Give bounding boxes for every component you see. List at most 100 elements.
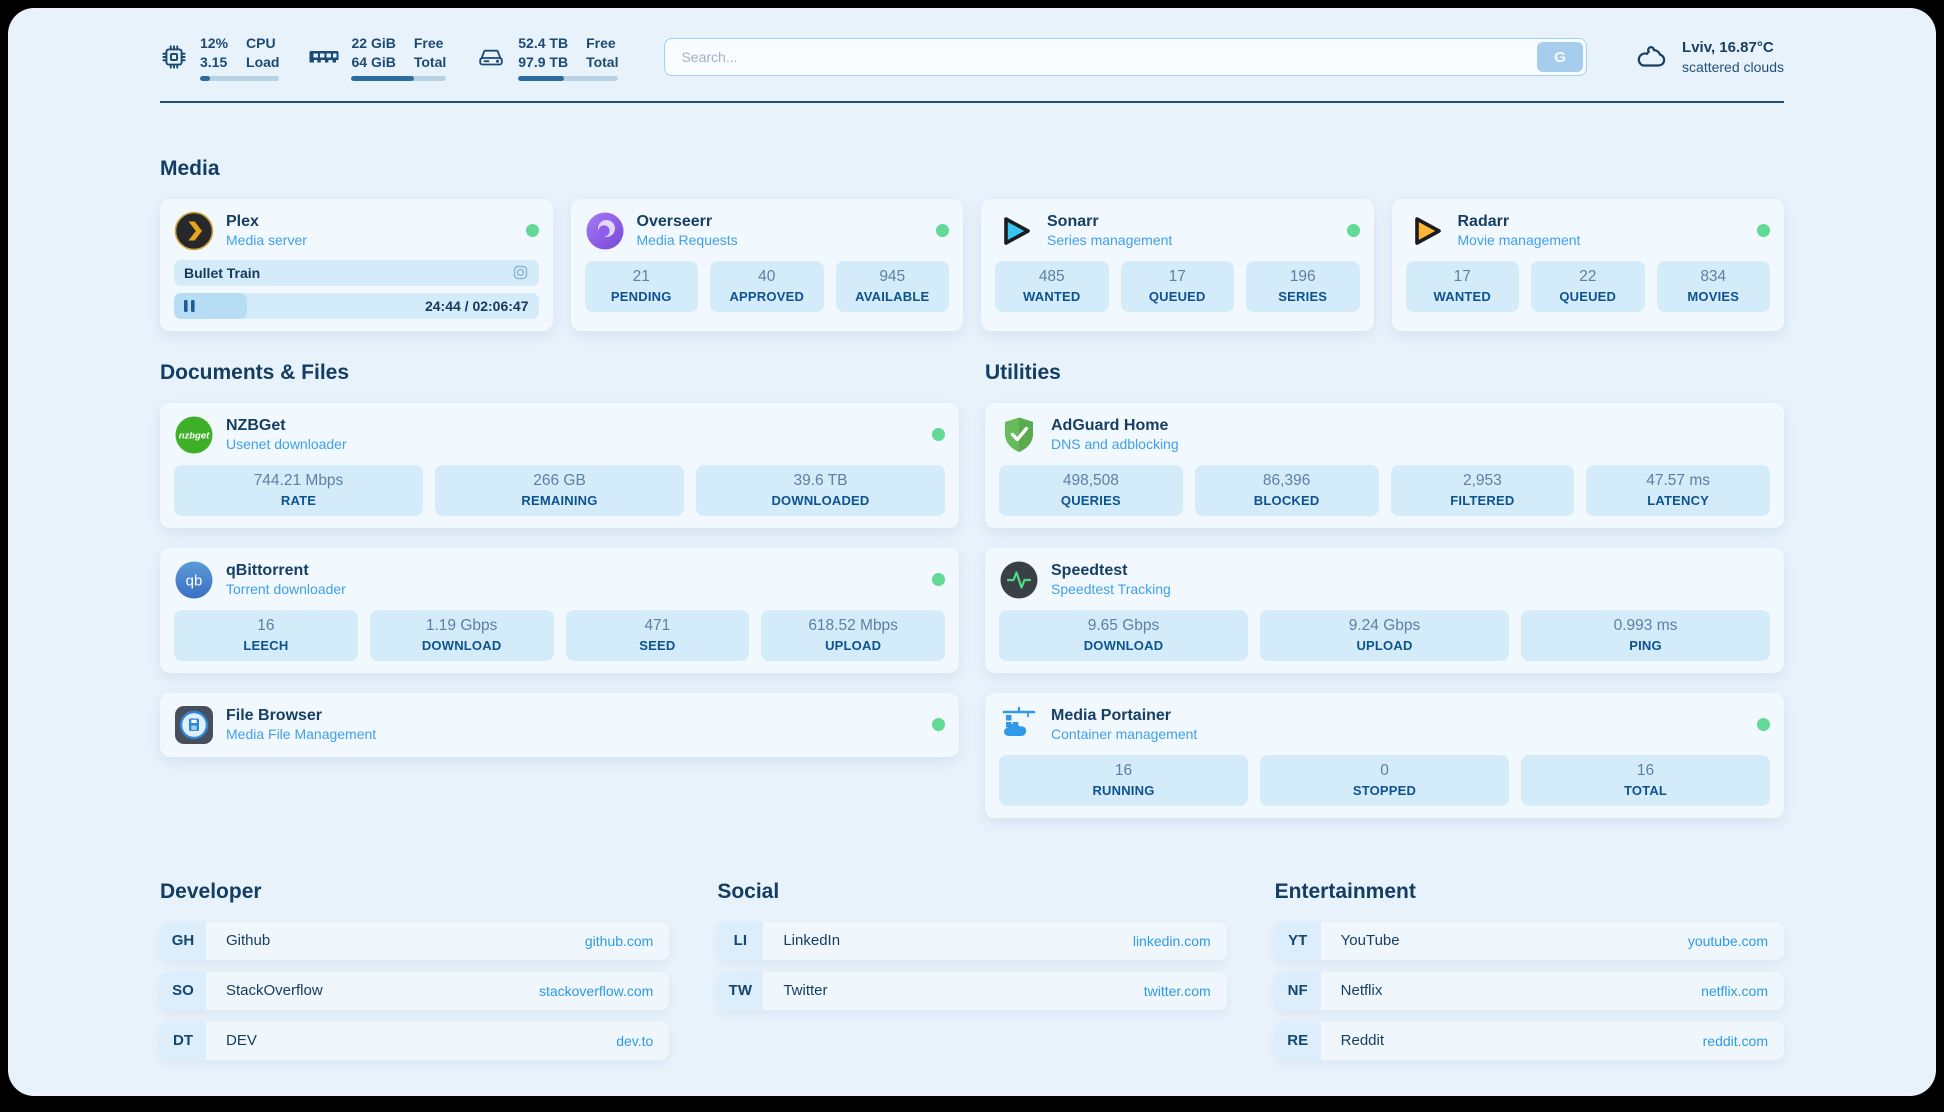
link-abbr: TW: [717, 971, 764, 1010]
stat-box: 1.19 Gbps DOWNLOAD: [369, 609, 554, 661]
stat-box: 498,508 QUERIES: [999, 464, 1183, 516]
section-title-social: Social: [717, 879, 780, 903]
link-name: YouTube: [1340, 932, 1400, 950]
section-media: Media Plex Media server: [160, 157, 1784, 331]
stat-box: 0 STOPPED: [1260, 754, 1509, 806]
stat-box: 834 MOVIES: [1656, 260, 1770, 312]
link-abbr: LI: [717, 921, 764, 960]
stat-box: 21 PENDING: [584, 260, 698, 312]
link-name: StackOverflow: [226, 982, 323, 1000]
app-name: File Browser: [226, 706, 323, 724]
stat-box: 16 LEECH: [174, 609, 358, 661]
card-qbittorrent[interactable]: qb qBittorrent Torrent downloader 16 LEE…: [160, 547, 959, 673]
svg-text:qb: qb: [186, 572, 203, 589]
svg-text:nzbget: nzbget: [179, 430, 210, 441]
ram-labels: Free Total: [413, 35, 447, 70]
card-radarr[interactable]: Radarr Movie management 17 WANTED 22 QUE…: [1391, 198, 1784, 331]
link-abbr: NF: [1274, 971, 1321, 1010]
card-overseerr[interactable]: Overseerr Media Requests 21 PENDING 40 A…: [570, 198, 963, 331]
disk-total: 97.9 TB: [518, 53, 569, 70]
app-name: qBittorrent: [226, 561, 309, 579]
ram-total: 64 GiB: [351, 53, 396, 70]
stat-box: 16 RUNNING: [999, 754, 1248, 806]
link-abbr: SO: [160, 971, 206, 1010]
stat-box: 39.6 TB DOWNLOADED: [696, 464, 945, 516]
link-row-github[interactable]: GH Github github.com: [160, 921, 670, 960]
playback-time: 24:44 / 02:06:47: [424, 297, 529, 314]
link-row-linkedin[interactable]: LI LinkedIn linkedin.com: [717, 921, 1227, 960]
stat-box: 471 SEED: [565, 609, 750, 661]
stat-box: 16 TOTAL: [1521, 754, 1770, 806]
stat-box: 266 GB REMAINING: [435, 464, 684, 516]
cpu-values: 12% 3.15: [200, 34, 228, 72]
link-url: github.com: [584, 932, 654, 949]
cloud-icon: [1633, 42, 1669, 72]
status-dot: [932, 573, 945, 587]
section-utilities: Utilities AdGuard Home: [985, 361, 1784, 818]
app-subtitle: DNS and adblocking: [1051, 436, 1179, 453]
filebrowser-icon: [174, 705, 214, 745]
card-speedtest[interactable]: Speedtest Speedtest Tracking 9.65 Gbps D…: [985, 547, 1784, 673]
now-playing-title: Bullet Train: [184, 264, 261, 281]
link-row-twitter[interactable]: TW Twitter twitter.com: [717, 971, 1227, 1010]
app-name: Speedtest: [1051, 561, 1128, 579]
link-abbr: DT: [160, 1021, 206, 1060]
app-name: Overseerr: [636, 212, 713, 230]
stat-box: 196 SERIES: [1246, 260, 1360, 312]
link-url: linkedin.com: [1132, 932, 1211, 949]
link-abbr: RE: [1274, 1021, 1321, 1060]
pause-icon[interactable]: [184, 299, 195, 312]
link-abbr: YT: [1274, 921, 1321, 960]
ram-values: 22 GiB 64 GiB: [351, 34, 395, 72]
status-dot: [1346, 224, 1360, 238]
search-input[interactable]: [664, 38, 1588, 77]
link-row-stackoverflow[interactable]: SO StackOverflow stackoverflow.com: [160, 971, 670, 1010]
stat-box: 22 QUEUED: [1531, 260, 1645, 312]
card-sonarr[interactable]: Sonarr Series management 485 WANTED 17 Q…: [981, 198, 1374, 331]
qbittorrent-icon: qb: [174, 560, 214, 600]
card-nzbget[interactable]: nzbget NZBGet Usenet downloader 744.21 M…: [160, 402, 959, 528]
plex-icon: [174, 211, 214, 251]
cpu-labels: CPU Load: [246, 35, 280, 70]
link-row-netflix[interactable]: NF Netflix netflix.com: [1274, 971, 1784, 1010]
weather-condition: scattered clouds: [1682, 59, 1784, 76]
card-filebrowser[interactable]: File Browser Media File Management: [160, 692, 959, 757]
ram-icon: [309, 43, 339, 71]
card-adguard[interactable]: AdGuard Home DNS and adblocking 498,508 …: [985, 402, 1784, 528]
ram-progressbar: [351, 75, 447, 81]
card-plex[interactable]: Plex Media server Bullet Train: [160, 198, 553, 331]
disk-values: 52.4 TB 97.9 TB: [518, 34, 568, 72]
nzbget-icon: nzbget: [174, 415, 214, 455]
link-url: twitter.com: [1143, 982, 1211, 999]
camera-lens-icon[interactable]: [512, 264, 529, 281]
link-row-youtube[interactable]: YT YouTube youtube.com: [1274, 921, 1784, 960]
weather-location: Lviv, 16.87°C: [1682, 39, 1774, 57]
link-name: DEV: [226, 1032, 257, 1050]
link-name: LinkedIn: [783, 932, 841, 950]
app-subtitle: Speedtest Tracking: [1051, 581, 1171, 598]
link-row-dev[interactable]: DT DEV dev.to: [160, 1021, 670, 1060]
stat-box: 744.21 Mbps RATE: [174, 464, 423, 516]
stat-box: 0.993 ms PING: [1521, 609, 1770, 661]
stat-box: 17 WANTED: [1405, 260, 1519, 312]
card-portainer[interactable]: Media Portainer Container management 16 …: [985, 692, 1784, 818]
app-name: AdGuard Home: [1051, 416, 1169, 434]
disk-icon: [476, 43, 506, 71]
playback-progress[interactable]: 24:44 / 02:06:47: [174, 292, 539, 319]
weather-widget: Lviv, 16.87°C scattered clouds: [1633, 38, 1784, 76]
link-row-reddit[interactable]: RE Reddit reddit.com: [1274, 1021, 1784, 1060]
section-title-media: Media: [160, 156, 220, 180]
system-monitors: 12% 3.15 CPU Load: [160, 34, 619, 81]
section-title-entertainment: Entertainment: [1274, 879, 1416, 903]
stat-box: 17 QUEUED: [1120, 260, 1234, 312]
stat-box: 2,953 FILTERED: [1390, 464, 1575, 516]
cpu-monitor: 12% 3.15 CPU Load: [160, 34, 280, 81]
disk-free: 52.4 TB: [518, 35, 569, 51]
disk-monitor: 52.4 TB 97.9 TB Free Total: [476, 34, 619, 81]
search-engine-button[interactable]: G: [1537, 42, 1584, 73]
topbar-divider: [160, 100, 1784, 103]
search-bar: G: [664, 38, 1588, 77]
section-social: Social LI LinkedIn linkedin.com TW Twitt…: [717, 879, 1227, 1060]
stat-box: 945 AVAILABLE: [835, 260, 949, 312]
app-subtitle: Media File Management: [226, 726, 377, 743]
